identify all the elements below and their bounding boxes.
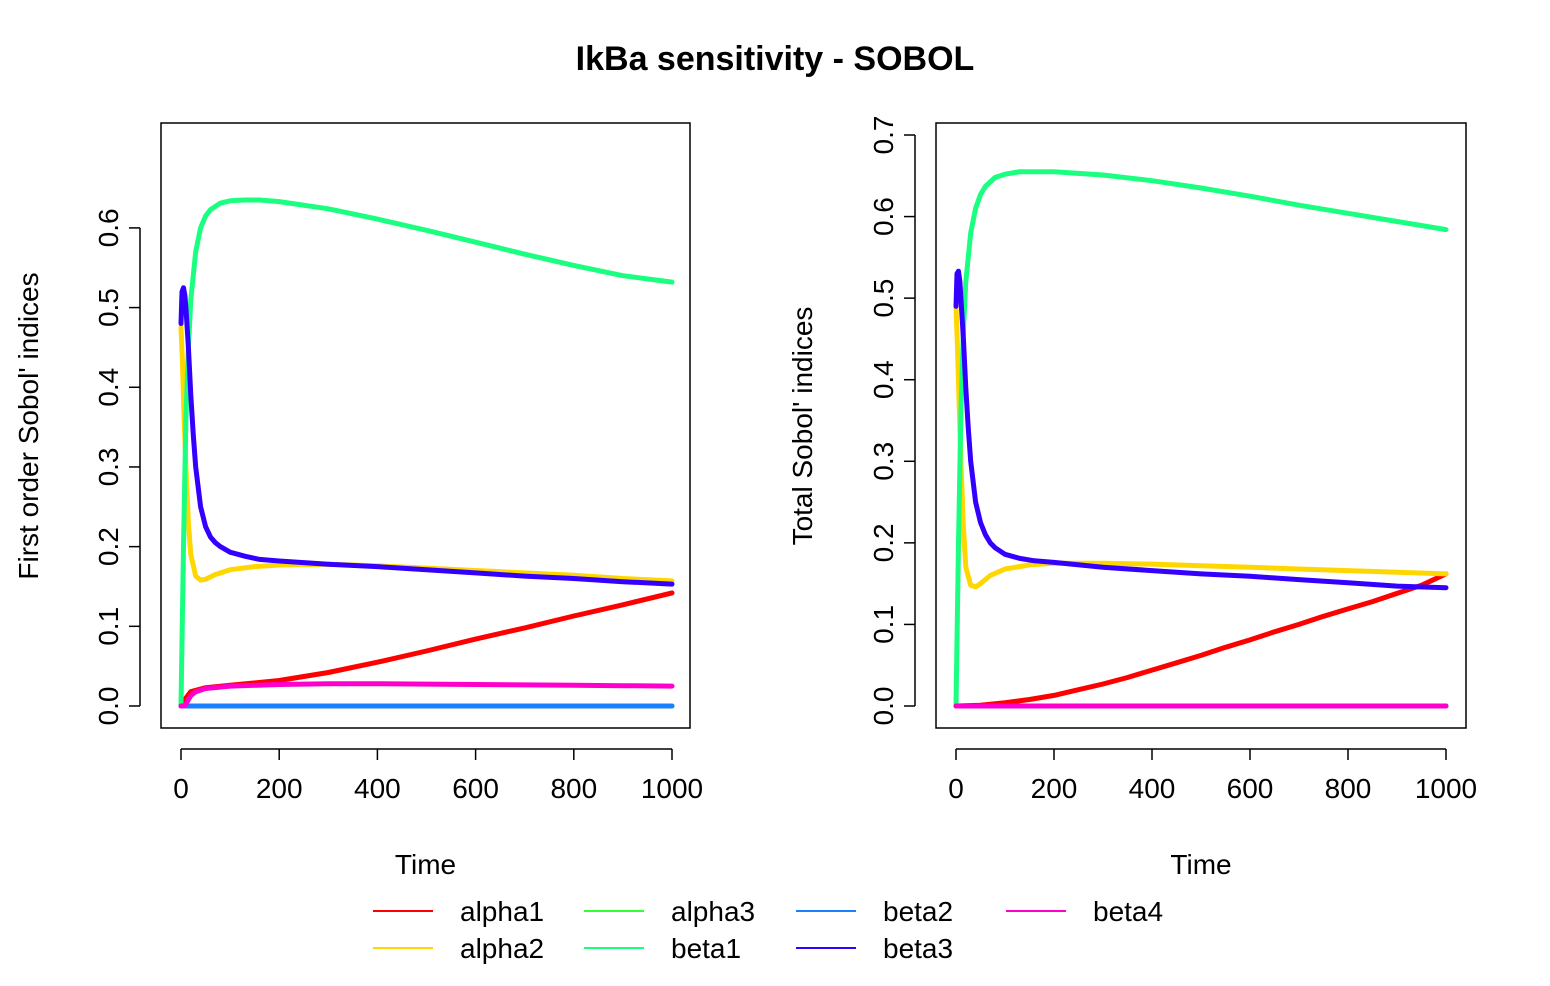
y-tick-label: 0.2 (868, 523, 899, 562)
x-tick-label: 0 (948, 773, 964, 804)
legend-item-alpha3: alpha3 (584, 896, 755, 927)
series-line-alpha1 (953, 571, 1449, 709)
x-tick-label: 600 (452, 773, 499, 804)
figure-title: IkBa sensitivity - SOBOL (576, 40, 975, 78)
legend-label: alpha3 (671, 896, 755, 927)
series-line-beta1 (953, 169, 1449, 709)
x-tick-label: 600 (1227, 773, 1274, 804)
legend-item-alpha1: alpha1 (373, 896, 544, 927)
plot-frame (935, 122, 1467, 729)
legend-item-beta2: beta2 (796, 896, 953, 927)
y-tick-label: 0.1 (868, 605, 899, 644)
legend-item-beta3: beta3 (796, 933, 953, 964)
x-tick-label: 200 (1031, 773, 1078, 804)
plot-frame (160, 122, 691, 729)
y-tick-label: 0.6 (93, 208, 124, 247)
legend-item-beta4: beta4 (1006, 896, 1163, 927)
y-tick-label: 0.0 (93, 687, 124, 726)
legend: alpha1 alpha2 alpha3 beta1 beta2 beta3 beta4 (373, 896, 1163, 964)
y-tick-label: 0.4 (868, 360, 899, 399)
series-line-beta1 (178, 197, 675, 709)
legend-label: beta3 (883, 933, 953, 964)
y-tick-label: 0.0 (868, 687, 899, 726)
y-tick-label: 0.1 (93, 607, 124, 646)
x-tick-label: 200 (256, 773, 303, 804)
y-tick-label: 0.5 (93, 288, 124, 327)
y-tick-label: 0.7 (868, 116, 899, 155)
chart-panel-1: 0 200 400 600 800 1000 0.0 0.1 0.2 0.3 0.4 0.5 0.6 Ti… (13, 122, 703, 880)
x-tick-label: 400 (354, 773, 401, 804)
y-axis-label: Total Sobol' indices (787, 307, 818, 546)
series-line-beta4 (178, 681, 675, 709)
series-line-beta3 (953, 268, 1449, 591)
x-axis-label: Time (395, 849, 456, 880)
x-tick-label: 0 (173, 773, 189, 804)
y-axis-label: First order Sobol' indices (13, 272, 44, 579)
legend-item-alpha2: alpha2 (373, 933, 544, 964)
x-tick-label: 400 (1129, 773, 1176, 804)
legend-label: beta4 (1093, 896, 1163, 927)
chart-panels: 0 200 400 600 800 1000 0.0 0.1 0.2 0.3 0.4 0.5 0.6 Ti… (13, 116, 1477, 880)
x-tick-label: 1000 (1415, 773, 1477, 804)
y-tick-label: 0.5 (868, 279, 899, 318)
chart-panel-2: 0 200 400 600 800 1000 0.0 0.1 0.2 0.3 0.4 0.5 0.6 0.… (787, 116, 1477, 880)
legend-label: beta1 (671, 933, 741, 964)
y-tick-label: 0.3 (93, 447, 124, 486)
x-tick-label: 800 (550, 773, 597, 804)
y-tick-label: 0.4 (93, 368, 124, 407)
y-tick-label: 0.3 (868, 442, 899, 481)
legend-label: alpha2 (460, 933, 544, 964)
y-tick-label: 0.6 (868, 197, 899, 236)
legend-item-beta1: beta1 (584, 933, 741, 964)
legend-label: alpha1 (460, 896, 544, 927)
legend-label: beta2 (883, 896, 953, 927)
y-tick-label: 0.2 (93, 527, 124, 566)
x-tick-label: 1000 (641, 773, 703, 804)
x-tick-label: 800 (1325, 773, 1372, 804)
series-line-alpha1 (178, 590, 675, 709)
x-axis-label: Time (1170, 849, 1231, 880)
series-line-beta3 (178, 285, 675, 587)
